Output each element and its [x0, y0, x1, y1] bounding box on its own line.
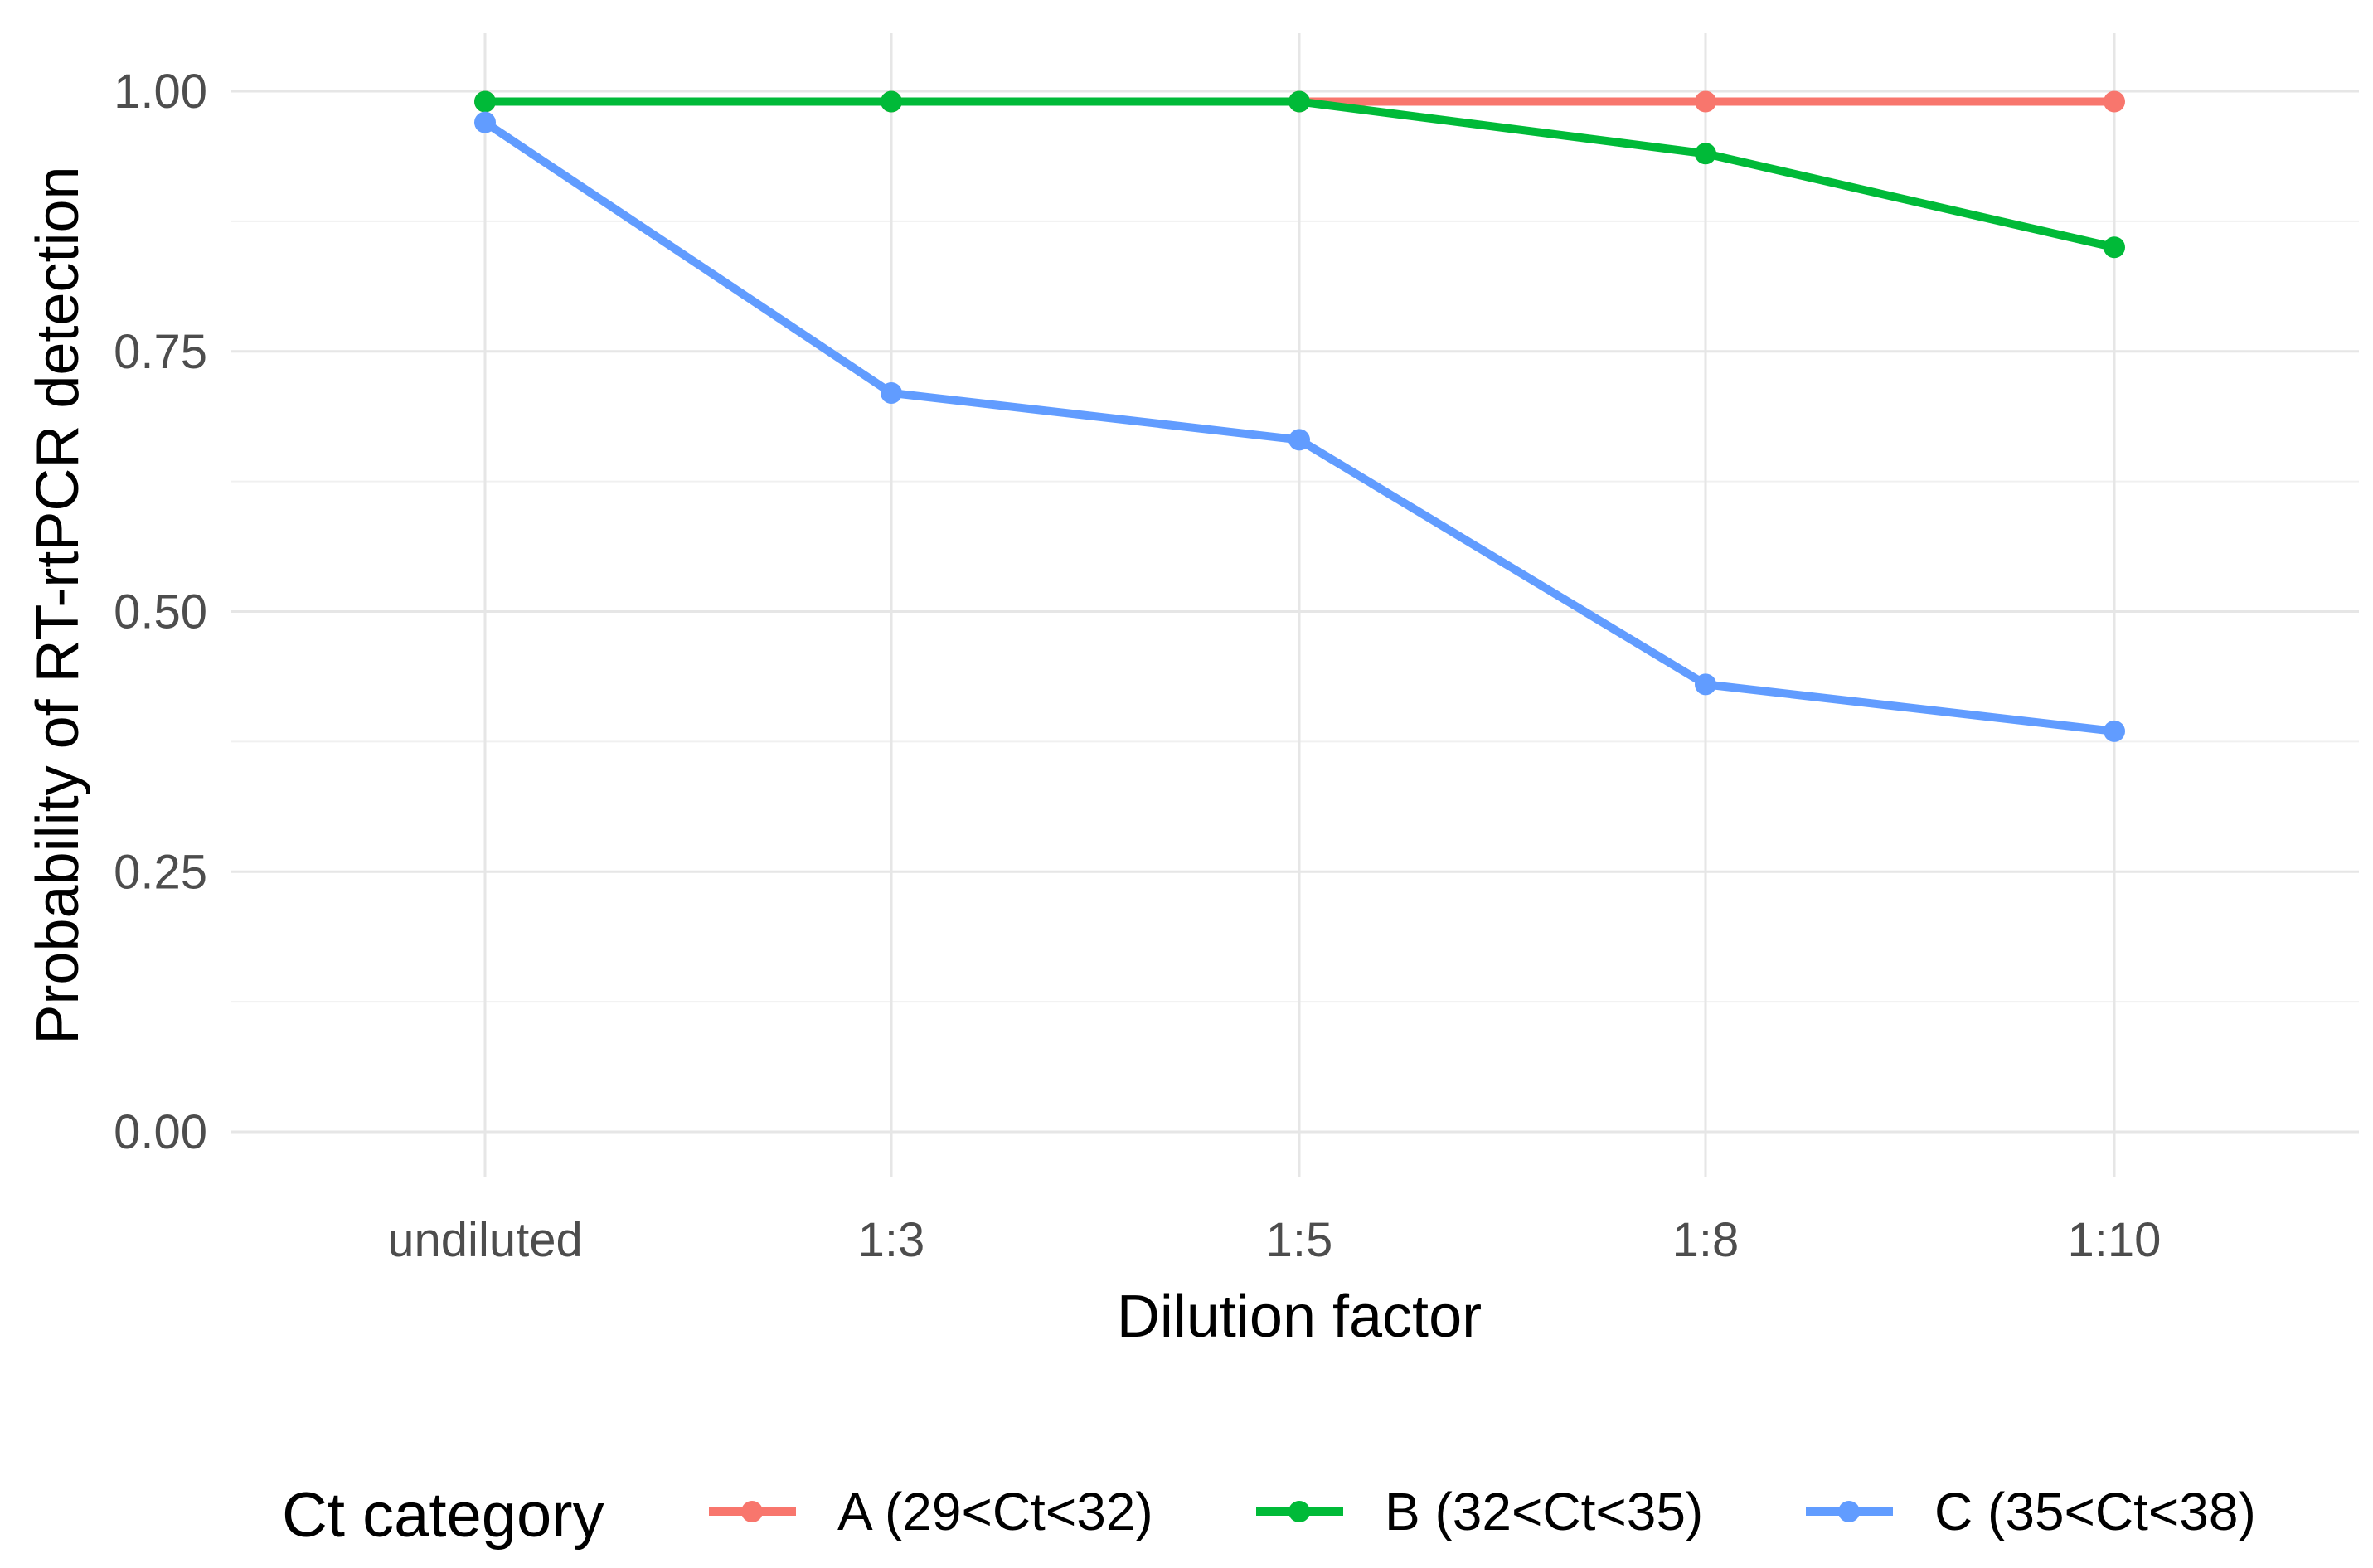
x-tick-label: 1:3	[858, 1213, 925, 1267]
legend-label: A (29<Ct<32)	[837, 1482, 1153, 1541]
data-point	[2104, 90, 2125, 113]
y-tick-label: 1.00	[114, 65, 207, 119]
legend-key-point	[1288, 1501, 1310, 1522]
data-point	[1695, 90, 1716, 113]
y-tick-label: 0.25	[114, 845, 207, 899]
legend: Ct category A (29<Ct<32) B (32<Ct<35) C (3…	[282, 1480, 2256, 1551]
data-point	[1288, 429, 1310, 451]
x-axis-title: Dilution factor	[1117, 1284, 1482, 1350]
y-tick-label: 0.75	[114, 325, 207, 379]
x-tick-label: 1:10	[2068, 1213, 2162, 1267]
data-point	[1695, 673, 1716, 696]
y-tick-label: 0.00	[114, 1105, 207, 1159]
data-point	[474, 111, 496, 133]
data-point	[1288, 90, 1310, 113]
data-point	[881, 381, 902, 404]
x-tick-labels: undiluted 1:3 1:5 1:8 1:10	[387, 1213, 2161, 1267]
y-axis-title: Probability of RT-rtPCR detection	[25, 166, 91, 1044]
x-tick-label: 1:5	[1266, 1213, 1333, 1267]
series-layer	[474, 90, 2125, 742]
y-tick-label: 0.50	[114, 585, 207, 639]
legend-title: Ct category	[282, 1480, 604, 1551]
legend-item: C (35<Ct<38)	[1806, 1482, 2256, 1541]
grid	[231, 33, 2359, 1177]
legend-label: B (32<Ct<35)	[1385, 1482, 1703, 1541]
legend-key-point	[1838, 1501, 1860, 1522]
data-point	[474, 90, 496, 113]
data-point	[2104, 720, 2125, 742]
data-point	[2104, 236, 2125, 259]
data-point	[1695, 143, 1716, 165]
legend-key-point	[741, 1501, 763, 1522]
data-point	[881, 90, 902, 113]
series-2	[474, 111, 2125, 742]
legend-item: B (32<Ct<35)	[1256, 1482, 1703, 1541]
y-tick-labels: 0.00 0.25 0.50 0.75 1.00	[114, 65, 207, 1159]
x-tick-label: 1:8	[1672, 1213, 1740, 1267]
series-1	[474, 90, 2125, 259]
legend-label: C (35<Ct<38)	[1934, 1482, 2256, 1541]
legend-item: A (29<Ct<32)	[709, 1482, 1153, 1541]
x-tick-label: undiluted	[387, 1213, 582, 1267]
